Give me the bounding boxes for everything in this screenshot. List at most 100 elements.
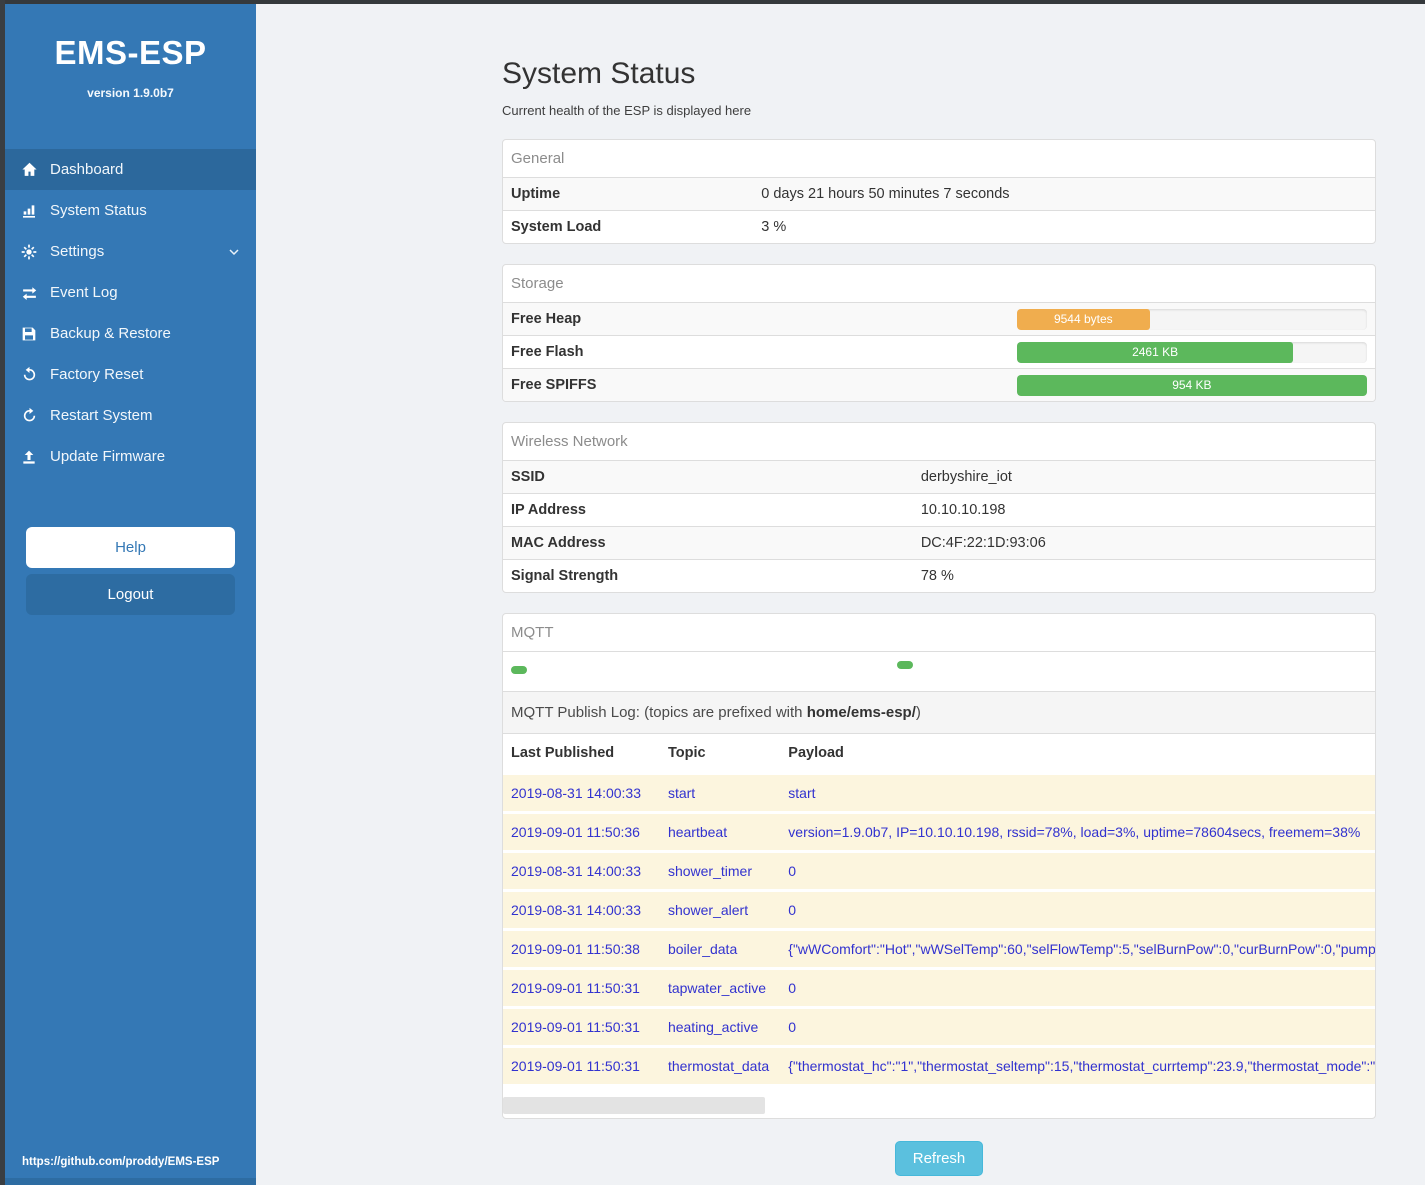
mqtt-badges — [503, 652, 1375, 691]
log-topic: heating_active — [659, 1006, 781, 1047]
progress-cell: 2461 KB — [1008, 335, 1375, 369]
log-bottom-space — [503, 1084, 1375, 1097]
table-row: Free SPIFFS 954 KB — [503, 368, 1375, 401]
log-time: 2019-09-01 11:50:31 — [503, 1045, 660, 1084]
sidebar: EMS-ESP version 1.9.0b7 Dashboard System… — [0, 0, 256, 1185]
logout-button[interactable]: Logout — [26, 574, 235, 615]
log-topic: start — [659, 772, 781, 813]
mqtt-log-table: Last Published Topic Payload 2019-08-31 … — [503, 734, 1375, 1084]
log-time: 2019-08-31 14:00:33 — [503, 772, 660, 813]
sidebar-nav-item-label: Event Log — [50, 284, 118, 301]
log-topic: thermostat_data — [659, 1045, 781, 1084]
row-label: Uptime — [511, 186, 561, 202]
table-row: Uptime 0 days 21 hours 50 minutes 7 seco… — [503, 178, 1375, 211]
panel-wireless: Wireless Network SSID derbyshire_iot IP … — [502, 422, 1376, 593]
page-subtitle: Current health of the ESP is displayed h… — [502, 103, 752, 118]
undo-icon — [21, 366, 50, 383]
log-payload: 0 — [780, 1006, 1375, 1047]
progress-track: 954 KB — [1016, 374, 1367, 396]
page-title: System Status — [502, 57, 696, 90]
row-value: 0 days 21 hours 50 minutes 7 seconds — [761, 186, 1010, 202]
panel-storage: Storage Free Heap 9544 bytes Free Flash … — [502, 264, 1376, 402]
log-payload: {"wWComfort":"Hot","wWSelTemp":60,"selFl… — [780, 928, 1375, 969]
log-payload: start — [780, 772, 1375, 813]
col-last-published: Last Published — [511, 745, 615, 761]
app-version: version 1.9.0b7 — [87, 86, 174, 100]
panel-mqtt-title: MQTT — [503, 614, 1375, 652]
app-title: EMS-ESP — [54, 34, 207, 71]
log-row: 2019-08-31 14:00:33 start start — [503, 772, 1375, 813]
home-icon — [21, 161, 50, 178]
row-label: System Load — [503, 210, 754, 243]
table-row: Free Heap 9544 bytes — [503, 303, 1375, 336]
log-topic: shower_alert — [659, 889, 781, 930]
log-row: 2019-09-01 11:50:38 boiler_data {"wWComf… — [503, 928, 1375, 969]
sidebar-footer: https://github.com/proddy/EMS-ESP — [5, 1156, 256, 1185]
sidebar-buttons: Help Logout — [5, 527, 256, 615]
sidebar-nav-item[interactable]: Backup & Restore — [5, 313, 256, 354]
row-value: 3 % — [753, 210, 1375, 243]
log-topic: tapwater_active — [659, 967, 781, 1008]
log-row: 2019-08-31 14:00:33 shower_timer 0 — [503, 850, 1375, 891]
refresh-button[interactable]: Refresh — [894, 1141, 984, 1176]
sidebar-nav-item-label: Restart System — [50, 407, 153, 424]
log-payload: 0 — [780, 850, 1375, 891]
sidebar-nav-item[interactable]: Dashboard — [5, 149, 256, 190]
scrollbar-thumb[interactable] — [503, 1097, 765, 1114]
sidebar-nav-item[interactable]: Settings — [5, 231, 256, 272]
mqtt-publish-log-caption: MQTT Publish Log: (topics are prefixed w… — [503, 691, 1375, 734]
log-payload: version=1.9.0b7, IP=10.10.10.198, rssid=… — [780, 811, 1375, 852]
log-payload: 0 — [780, 889, 1375, 930]
sidebar-nav-item[interactable]: System Status — [5, 190, 256, 231]
sidebar-nav-item[interactable]: Restart System — [5, 395, 256, 436]
table-row: Signal Strength 78 % — [503, 559, 1375, 592]
save-icon — [21, 326, 50, 342]
caption-text: MQTT Publish Log: (topics are prefixed w… — [511, 704, 807, 721]
row-label: Free SPIFFS — [503, 368, 1009, 401]
gear-icon — [21, 244, 50, 260]
progress-bar: 2461 KB — [1016, 341, 1294, 363]
sidebar-nav-item[interactable]: Update Firmware — [5, 436, 256, 477]
log-time: 2019-09-01 11:50:38 — [503, 928, 660, 969]
help-button[interactable]: Help — [26, 527, 235, 568]
panel-mqtt: MQTT MQTT Publish Log: (topics are prefi… — [502, 613, 1376, 1119]
progress-cell: 954 KB — [1008, 368, 1375, 401]
sidebar-nav-item[interactable]: Factory Reset — [5, 354, 256, 395]
sidebar-nav-item-label: Dashboard — [50, 161, 124, 178]
progress-track: 9544 bytes — [1016, 308, 1367, 330]
progress-bar: 9544 bytes — [1016, 308, 1150, 330]
col-payload: Payload — [788, 745, 844, 761]
panel-wireless-title: Wireless Network — [503, 423, 1375, 461]
log-time: 2019-08-31 14:00:33 — [503, 889, 660, 930]
row-label: Signal Strength — [503, 559, 913, 592]
sidebar-nav: Dashboard System Status Settings Event L… — [5, 149, 256, 477]
sidebar-nav-item[interactable]: Event Log — [5, 272, 256, 313]
main-content: System Status Current health of the ESP … — [256, 0, 1425, 1185]
progress-cell: 9544 bytes — [1009, 303, 1375, 336]
log-header-row: Last Published Topic Payload — [503, 734, 1375, 774]
horizontal-scrollbar[interactable] — [503, 1097, 1375, 1114]
log-row: 2019-09-01 11:50:31 thermostat_data {"th… — [503, 1045, 1375, 1084]
status-badge — [897, 661, 914, 669]
log-time: 2019-08-31 14:00:33 — [503, 850, 660, 891]
log-topic: shower_timer — [659, 850, 781, 891]
table-row: SSID derbyshire_iot — [503, 461, 1375, 494]
sidebar-nav-item-label: Factory Reset — [50, 366, 144, 383]
github-link[interactable]: https://github.com/proddy/EMS-ESP — [22, 1156, 220, 1168]
log-payload: 0 — [780, 967, 1375, 1008]
log-time: 2019-09-01 11:50:31 — [503, 1006, 660, 1047]
row-value: derbyshire_iot — [920, 469, 1012, 485]
sidebar-footer-bar — [5, 1178, 256, 1185]
row-value: DC:4F:22:1D:93:06 — [912, 526, 1375, 560]
panel-storage-title: Storage — [503, 265, 1375, 303]
col-topic: Topic — [667, 745, 706, 761]
log-time: 2019-09-01 11:50:31 — [503, 967, 660, 1008]
progress-bar: 954 KB — [1016, 374, 1367, 396]
caption-suffix: ) — [915, 704, 921, 721]
status-badge — [511, 666, 527, 674]
log-row: 2019-09-01 11:50:36 heartbeat version=1.… — [503, 811, 1375, 852]
row-value: 10.10.10.198 — [912, 493, 1375, 527]
row-label: SSID — [511, 469, 545, 485]
row-label: Free Heap — [511, 311, 582, 327]
